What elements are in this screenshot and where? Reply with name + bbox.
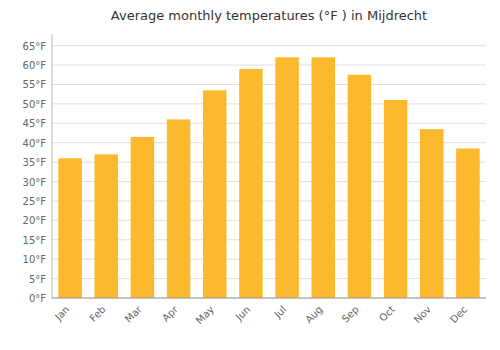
y-tick-label: 60°F [23,60,47,71]
y-tick-label: 50°F [23,99,47,110]
x-tick-label: Sep [340,304,361,325]
x-tick-label: May [194,304,216,326]
y-tick-label: 55°F [23,79,47,90]
bar [94,154,118,298]
bar [420,129,444,298]
bar [58,158,82,298]
bar [275,57,299,298]
x-tick-label: Feb [87,304,107,324]
bar [203,90,227,298]
y-tick-label: 10°F [23,254,47,265]
grid-line [52,84,486,85]
y-tick-label: 65°F [23,41,47,52]
y-tick-label: 35°F [23,157,47,168]
y-tick-label: 0°F [29,293,46,304]
grid-line [52,45,486,46]
bar [456,149,480,298]
y-axis-line [52,34,53,298]
bar [239,69,263,298]
bar [311,57,335,298]
grid-line [52,298,486,299]
title: Average monthly temperatures (°F ) in Mi… [111,8,427,23]
bar [167,119,191,298]
y-tick-label: 20°F [23,215,47,226]
grid-line [52,65,486,66]
bars [58,57,479,298]
y-tick-label: 15°F [23,235,47,246]
y-tick-label: 30°F [23,177,47,188]
x-tick-label: Dec [448,304,469,325]
grid-line [52,103,486,104]
x-tick-label: Nov [412,304,434,326]
x-tick-label: Jul [271,304,288,321]
x-tick-label: Oct [377,304,397,324]
bar [348,75,372,298]
grid-line [52,123,486,124]
x-tick-label: Mar [123,303,145,325]
bar [384,100,408,298]
x-tick-label: Aug [303,304,325,326]
y-tick-label: 5°F [29,274,46,285]
bar [131,137,155,298]
chart: Average monthly temperatures (°F ) in Mi… [0,0,500,350]
y-tick-label: 45°F [23,118,47,129]
y-tick-label: 40°F [23,138,47,149]
y-tick-label: 25°F [23,196,47,207]
x-tick-label: Jan [52,304,71,323]
x-tick-label: Apr [160,303,181,324]
x-axis-line [52,298,486,299]
x-tick-label: Jun [233,304,253,324]
